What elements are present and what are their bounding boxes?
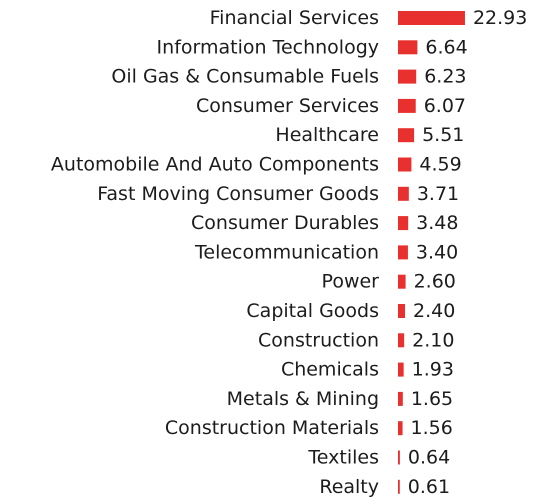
value-label: 5.51 — [422, 124, 464, 146]
bar — [398, 11, 465, 25]
category-label: Information Technology — [157, 36, 379, 58]
bar — [398, 40, 418, 55]
value-label: 1.93 — [412, 359, 454, 381]
category-label: Construction — [258, 329, 379, 351]
category-label: Automobile And Auto Components — [51, 154, 379, 176]
value-label: 3.48 — [416, 212, 458, 234]
value-label: 6.07 — [424, 95, 466, 117]
category-labels: Financial Services Information Technology… — [51, 7, 379, 498]
value-label: 1.65 — [411, 388, 453, 410]
value-label: 6.64 — [425, 36, 467, 58]
value-label: 2.10 — [412, 329, 454, 351]
bar — [398, 245, 408, 260]
bars — [398, 11, 465, 494]
bar — [398, 421, 403, 436]
category-label: Construction Materials — [165, 417, 379, 439]
value-label: 0.61 — [408, 476, 450, 498]
value-label: 22.93 — [473, 7, 527, 29]
value-label: 3.40 — [416, 241, 458, 263]
value-label: 2.60 — [414, 271, 456, 293]
value-label: 1.56 — [411, 417, 453, 439]
category-label: Capital Goods — [246, 300, 379, 322]
bar — [398, 128, 415, 143]
bar — [398, 274, 406, 289]
category-label: Consumer Durables — [191, 212, 379, 234]
category-label: Consumer Services — [196, 95, 379, 117]
value-label: 3.71 — [417, 183, 459, 205]
category-label: Chemicals — [281, 359, 379, 381]
bar — [398, 186, 409, 201]
bar — [398, 391, 403, 406]
value-label: 6.23 — [424, 66, 466, 88]
bar — [398, 450, 400, 465]
category-label: Fast Moving Consumer Goods — [97, 183, 379, 205]
category-label: Power — [322, 271, 380, 293]
category-label: Financial Services — [210, 7, 379, 29]
bar — [398, 216, 409, 231]
category-label: Oil Gas & Consumable Fuels — [111, 66, 379, 88]
category-label: Realty — [319, 476, 379, 498]
value-label: 0.64 — [408, 447, 450, 469]
bar — [398, 69, 417, 84]
category-label: Telecommunication — [194, 241, 379, 263]
value-label: 2.40 — [413, 300, 455, 322]
bar — [398, 98, 416, 113]
value-label: 4.59 — [419, 154, 461, 176]
bar — [398, 362, 404, 377]
bar — [398, 479, 400, 494]
bar — [398, 304, 406, 318]
bar — [398, 157, 412, 172]
value-labels: 22.93 6.64 6.23 6.07 5.51 4.59 3.71 3.48 3.40 2.6… — [408, 7, 528, 498]
category-label: Metals & Mining — [227, 388, 379, 410]
category-label: Textiles — [307, 447, 379, 469]
bar — [398, 333, 405, 348]
category-label: Healthcare — [275, 124, 379, 146]
